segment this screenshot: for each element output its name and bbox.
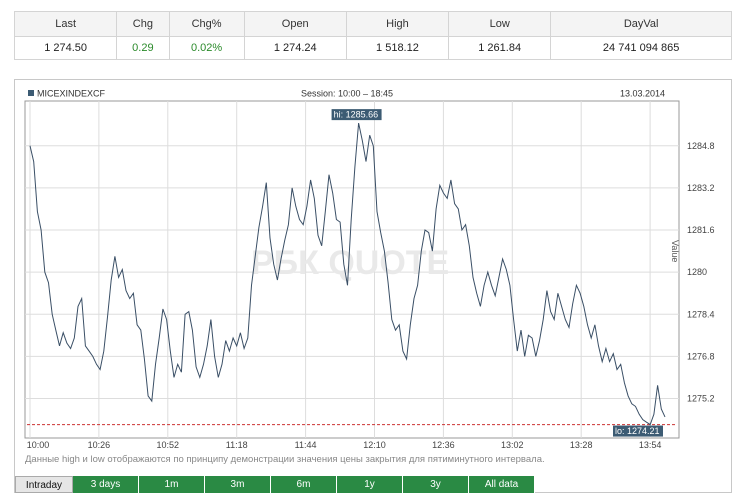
value-high: 1 518.12 (345, 36, 450, 60)
y-tick-label: 1275.2 (687, 394, 715, 404)
value-last: 1 274.50 (13, 36, 118, 60)
x-tick-label: 13:02 (501, 440, 524, 450)
low-label: lo: 1274.21 (613, 425, 663, 437)
x-tick-label: 12:36 (432, 440, 455, 450)
high-label-text: hi: 1285.66 (334, 110, 379, 120)
x-tick-label: 10:26 (88, 440, 111, 450)
summary-value-row: 1 274.50 0.29 0.02% 1 274.24 1 518.12 1 … (13, 36, 732, 60)
summary-header-row: Last Chg Chg% Open High Low DayVal (13, 11, 732, 37)
header-chg: Chg (116, 11, 170, 37)
tab-1y[interactable]: 1y (337, 476, 403, 493)
tab-3y[interactable]: 3y (403, 476, 469, 493)
value-open: 1 274.24 (243, 36, 347, 60)
header-dayval: DayVal (550, 11, 732, 37)
tab-1m[interactable]: 1m (139, 476, 205, 493)
tab-3m[interactable]: 3m (205, 476, 271, 493)
value-low: 1 261.84 (448, 36, 552, 60)
y-tick-label: 1284.8 (687, 141, 715, 151)
value-chg: 0.29 (116, 36, 170, 60)
y-tick-label: 1280 (687, 267, 707, 277)
chart-grid (25, 101, 679, 438)
y-tick-label: 1278.4 (687, 309, 715, 319)
chart-footnote: Данные high и low отображаются по принци… (25, 454, 545, 465)
chart-date: 13.03.2014 (620, 89, 665, 99)
chart-panel: MICEXINDEXCF Session: 10:00 – 18:45 13.0… (14, 79, 732, 493)
session-label: Session: 10:00 – 18:45 (301, 89, 393, 99)
x-tick-label: 11:44 (295, 440, 317, 450)
tab-6m[interactable]: 6m (271, 476, 337, 493)
header-last: Last (13, 11, 118, 37)
y-tick-label: 1276.8 (687, 351, 715, 361)
header-low: Low (448, 11, 552, 37)
plot-area (24, 100, 680, 439)
x-tick-label: 10:00 (27, 440, 50, 450)
x-tick-label: 13:28 (570, 440, 593, 450)
x-tick-label: 10:52 (157, 440, 180, 450)
watermark-logo: РБК QUOTE (251, 244, 449, 282)
tab-all-data[interactable]: All data (469, 476, 535, 493)
low-label-text: lo: 1274.21 (615, 426, 660, 436)
value-dayval: 24 741 094 865 (550, 36, 732, 60)
header-open: Open (243, 11, 347, 37)
tab-intraday[interactable]: Intraday (15, 476, 73, 493)
y-axis-ticks: 1275.2 1276.8 1278.4 1280 1281.6 1283.2 1284.8 (687, 141, 715, 404)
header-chg-pct: Chg% (168, 11, 245, 37)
ticker-label: MICEXINDEXCF (37, 89, 106, 99)
period-tabs: Intraday 3 days 1m 3m 6m 1y 3y All data (15, 476, 535, 493)
high-label: hi: 1285.66 (331, 109, 382, 121)
ticker-marker-icon (28, 90, 34, 96)
tab-3-days[interactable]: 3 days (73, 476, 139, 493)
intraday-chart: MICEXINDEXCF Session: 10:00 – 18:45 13.0… (24, 86, 715, 450)
y-axis-label: Value (670, 240, 680, 262)
x-tick-label: 12:10 (363, 440, 386, 450)
y-tick-label: 1283.2 (687, 183, 715, 193)
price-series-line (29, 122, 666, 426)
x-axis-ticks: 10:00 10:26 10:52 11:18 11:44 12:10 12:36 13:02… (27, 440, 662, 450)
x-tick-label: 13:54 (639, 440, 662, 450)
y-tick-label: 1281.6 (687, 225, 715, 235)
header-high: High (345, 11, 450, 37)
x-tick-label: 11:18 (226, 440, 248, 450)
value-chg-pct: 0.02% (168, 36, 245, 60)
quote-summary-table: Last Chg Chg% Open High Low DayVal 1 274… (13, 11, 732, 60)
